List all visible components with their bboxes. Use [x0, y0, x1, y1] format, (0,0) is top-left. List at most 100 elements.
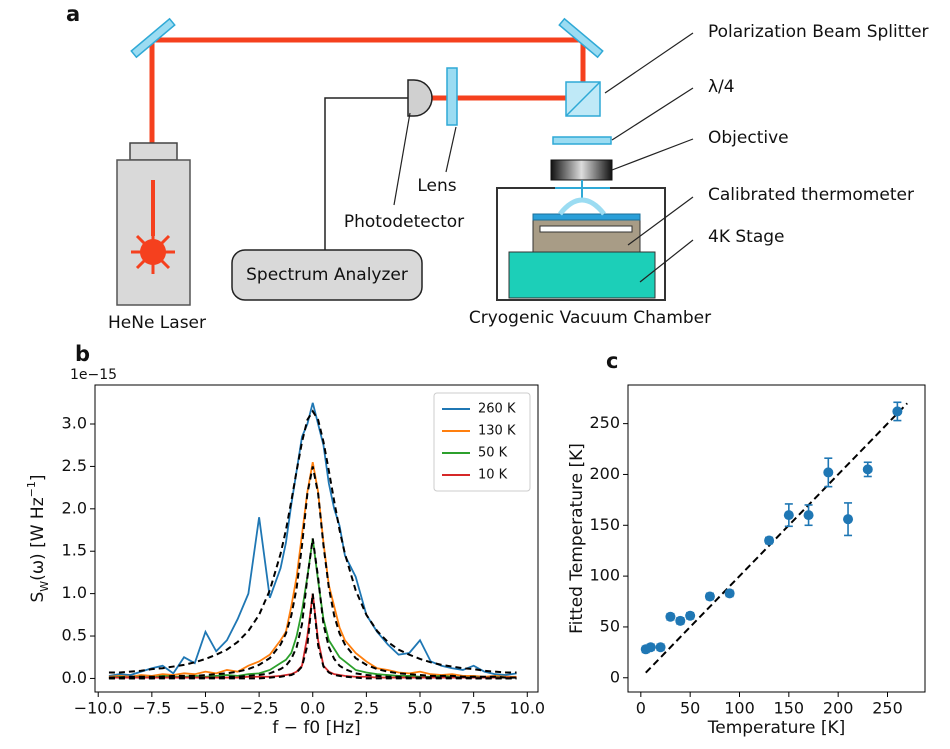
point: [823, 467, 834, 478]
leader-line: [393, 112, 411, 206]
y-tick-label: 50: [600, 616, 620, 635]
y-axis-title: Fitted Temperature [K]: [567, 443, 587, 634]
point: [655, 642, 666, 653]
fit-line: [108, 466, 517, 679]
charts: b −10.0 −7.5 −5.0 −2.5 0.0 2.5 5.0 7.5 10.0 0.0 0.5…: [25, 342, 926, 738]
x-tick-label: 5.0: [407, 699, 432, 718]
x-tick-label: 250: [872, 699, 903, 718]
objective: [550, 159, 613, 181]
x-tick-label: 100: [724, 699, 755, 718]
sample-plate: [532, 213, 641, 221]
y-tick-label: 0.0: [62, 668, 87, 687]
membrane: [558, 197, 606, 216]
x-tick-label: −7.5: [132, 699, 171, 718]
laser-label: HeNe Laser: [108, 313, 206, 333]
point: [704, 591, 715, 602]
x-tick-label: 0.0: [300, 699, 325, 718]
leader-line: [445, 126, 457, 173]
panel-label: b: [75, 342, 90, 366]
point: [724, 588, 735, 599]
y-tick-label: 250: [589, 413, 620, 432]
point: [685, 610, 696, 621]
data-line: [108, 593, 517, 679]
point: [675, 615, 686, 626]
y-tick-label: 0.5: [62, 626, 87, 645]
laser-head: [129, 142, 178, 161]
x-tick-label: 50: [680, 699, 700, 718]
mirror: [130, 17, 176, 59]
y-axis-title-part: −1: [25, 481, 38, 497]
y-axis-title-part: W: [38, 581, 51, 592]
cable: [324, 97, 408, 252]
point: [892, 406, 903, 417]
legend-label: 50 K: [478, 446, 508, 461]
y-axis-title: SW(ω) [W Hz−1]: [25, 474, 51, 602]
data-line: [108, 462, 517, 678]
waveplate: [552, 136, 612, 145]
panel-label: a: [66, 2, 80, 26]
y-tick-label: 200: [589, 464, 620, 483]
thermometer-block: [532, 219, 641, 253]
y-tick-label: 2.0: [62, 498, 87, 517]
point: [783, 510, 794, 521]
y-axis-title-part: S: [28, 592, 48, 603]
plot-frame: [94, 384, 539, 693]
cavity: [539, 225, 633, 233]
x-tick-label: 7.5: [461, 699, 486, 718]
point: [645, 642, 656, 653]
fit-line: [645, 402, 908, 674]
chamber: [496, 187, 666, 301]
leader-line: [627, 196, 694, 246]
y-tick-label: 150: [589, 515, 620, 534]
point: [665, 611, 676, 622]
legend-label: 260 K: [478, 402, 516, 417]
thermometer-label: Calibrated thermometer: [708, 185, 914, 205]
leader-line: [611, 87, 694, 141]
y-tick-label: 100: [589, 566, 620, 585]
leader-line: [611, 138, 694, 171]
x-tick-label: −10.0: [74, 699, 123, 718]
y-tick-label: 2.5: [62, 456, 87, 475]
beam-splitter-diagonal: [565, 81, 601, 117]
lens: [446, 67, 458, 126]
splitter-label: Polarization Beam Splitter: [708, 22, 929, 42]
x-axis-title: f − f0 [Hz]: [272, 718, 360, 738]
analyzer-label: Spectrum Analyzer: [246, 265, 408, 285]
plot-frame: [627, 384, 926, 693]
photodetector-label: Photodetector: [344, 212, 464, 232]
x-tick-label: 2.5: [354, 699, 379, 718]
laser-beam: [149, 37, 586, 143]
y-axis-title-part: (ω) [W Hz: [28, 497, 48, 581]
x-tick-label: 10.0: [509, 699, 545, 718]
stage-label: 4K Stage: [708, 227, 785, 247]
x-tick-label: 150: [774, 699, 805, 718]
waveplate-label: λ/4: [708, 77, 735, 97]
y-tick-label: 1.0: [62, 583, 87, 602]
legend-label: 130 K: [478, 424, 516, 439]
x-tick-label: 200: [823, 699, 854, 718]
laser-rays: [131, 230, 175, 274]
y-axis-title-part: ]: [28, 474, 48, 481]
spectrum-analyzer: [231, 249, 423, 301]
point: [862, 464, 873, 475]
fit-line: [108, 538, 517, 680]
point: [764, 535, 775, 546]
point: [803, 510, 814, 521]
legend-box: [433, 392, 531, 492]
x-tick-label: −5.0: [186, 699, 225, 718]
panel-label: c: [606, 349, 618, 373]
data-line: [108, 538, 517, 679]
leader-line: [604, 32, 694, 94]
lens-label: Lens: [417, 176, 456, 196]
axis-offset: 1e−15: [70, 367, 117, 383]
x-tick-label: −2.5: [240, 699, 279, 718]
photodetector: [407, 79, 433, 117]
chamber-label: Cryogenic Vacuum Chamber: [469, 308, 711, 328]
y-tick-label: 3.0: [62, 414, 87, 433]
y-tick-label: 1.5: [62, 541, 87, 560]
legend-label: 10 K: [478, 468, 508, 483]
x-tick-label: 0: [636, 699, 646, 718]
mirror: [558, 17, 604, 59]
fit-line: [108, 593, 517, 680]
